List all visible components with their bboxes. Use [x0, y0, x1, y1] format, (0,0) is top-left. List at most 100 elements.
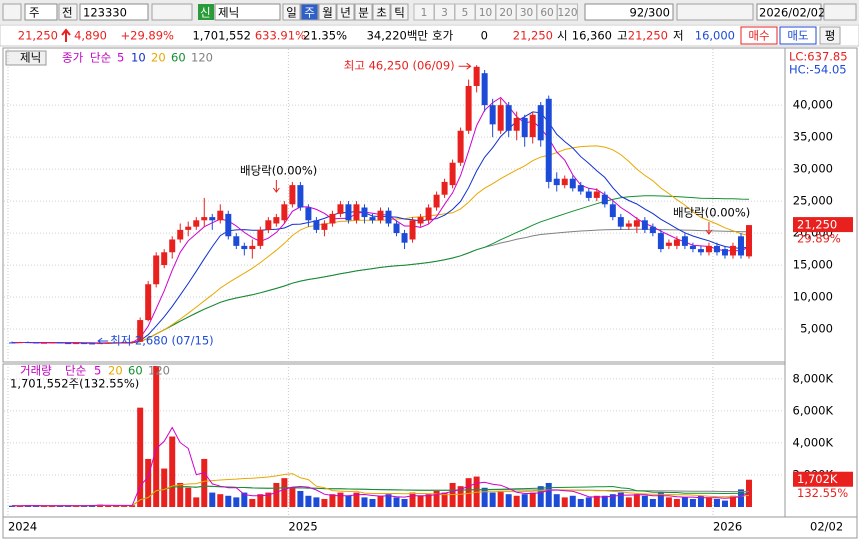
volume-bar [177, 482, 184, 507]
period-button[interactable] [390, 3, 409, 21]
code: 123330 [83, 6, 127, 20]
volume: 1,701,552 [192, 29, 251, 43]
candle-body [113, 342, 120, 344]
volume-pane [2, 363, 786, 518]
tool-icons[interactable] [676, 3, 754, 21]
candle-body [433, 194, 440, 208]
candle-body [465, 85, 472, 131]
interval: 60 [540, 7, 553, 19]
period-button[interactable] [354, 3, 373, 21]
legend-entry: 10 [131, 51, 146, 65]
volume-bar [569, 495, 576, 507]
volume-bar [689, 498, 696, 507]
volume-bar [497, 490, 504, 507]
volume-bar [457, 486, 464, 507]
candle-body [281, 204, 288, 221]
prev-button[interactable] [58, 3, 78, 21]
volume-bar [473, 476, 480, 507]
buy: 매수 [748, 29, 769, 43]
sell-button[interactable] [779, 26, 817, 45]
period-button[interactable] [300, 3, 319, 21]
count-input[interactable] [584, 3, 674, 21]
volume-bar [9, 505, 15, 507]
legend-entry: 5 [117, 51, 124, 65]
candle-body [673, 239, 680, 246]
volume-bar [313, 497, 320, 507]
last-volume-box [793, 471, 853, 487]
volume-bar [705, 497, 712, 507]
legend-entry: 종가 [62, 51, 84, 65]
arrow [272, 180, 280, 193]
tab-box[interactable] [5, 50, 47, 66]
candle-body [457, 130, 464, 163]
volume-bar [601, 495, 608, 507]
name-input[interactable] [214, 3, 281, 21]
volume-bar [353, 492, 360, 507]
volume-bar [113, 505, 120, 507]
annotation-dividend: 배당락(0.00%) [240, 164, 317, 178]
volume-bar [249, 498, 256, 507]
period-button[interactable] [318, 3, 337, 21]
amount: 34,220백만 [367, 29, 429, 43]
volume-bar [737, 489, 744, 507]
y-tick-label: 6,000K [793, 403, 834, 417]
end-date: 02/02 [810, 520, 843, 534]
candle-body [209, 217, 216, 221]
tools[interactable] [151, 3, 193, 21]
market-select[interactable] [24, 3, 58, 21]
volume-bar [321, 498, 328, 507]
menu-icon[interactable] [2, 3, 22, 21]
candle-body [369, 217, 376, 221]
candle-body [665, 242, 672, 246]
candle-body [153, 255, 160, 285]
volume-bar [585, 497, 592, 507]
legend-entry: 단순 [65, 364, 86, 378]
quote-bar [0, 24, 859, 47]
last-price-box [793, 217, 853, 233]
volume-bar [169, 436, 176, 507]
eval-button[interactable] [819, 26, 841, 45]
candle-body [169, 239, 176, 253]
y-tick-label: 35,000 [793, 130, 833, 144]
candle-body [321, 223, 328, 230]
candle-body [681, 236, 688, 246]
candle-body [137, 320, 144, 342]
candle-body [641, 220, 648, 230]
ma-line [11, 426, 750, 507]
period-button[interactable] [282, 3, 301, 21]
last-pct: 29.89% [797, 232, 841, 246]
volume-bar [681, 497, 688, 507]
date-tools[interactable] [823, 3, 857, 21]
candle-body [185, 226, 192, 230]
candle-body [569, 178, 576, 189]
volume-bar [289, 487, 296, 507]
interval-button[interactable] [557, 3, 578, 21]
candle-body [249, 245, 256, 250]
candle-body [545, 98, 552, 182]
last-volume-pct: 132.55% [797, 486, 848, 500]
volume-summary: 1,701,552주(132.55%) [10, 377, 139, 391]
volume-bar [41, 505, 48, 507]
volume-bar [73, 505, 80, 507]
period-button[interactable] [372, 3, 391, 21]
volume-bar [345, 495, 352, 507]
candle-body [553, 178, 560, 186]
volume-bar [633, 494, 640, 507]
candle-body [625, 223, 632, 227]
volume-bar [465, 478, 472, 507]
candle-body [313, 220, 320, 230]
candle-body [593, 191, 600, 198]
volume-bar [401, 498, 408, 507]
volume-bar [441, 492, 448, 507]
volume-bar [609, 494, 616, 507]
date-input[interactable] [756, 3, 822, 21]
candle-body [585, 191, 592, 198]
buy-button[interactable] [740, 26, 778, 45]
candle-body [41, 342, 48, 344]
candle-body [289, 185, 296, 205]
volume-bar [273, 482, 280, 507]
candle-body [425, 207, 432, 221]
period-button[interactable] [336, 3, 355, 21]
code-input[interactable] [79, 3, 149, 21]
